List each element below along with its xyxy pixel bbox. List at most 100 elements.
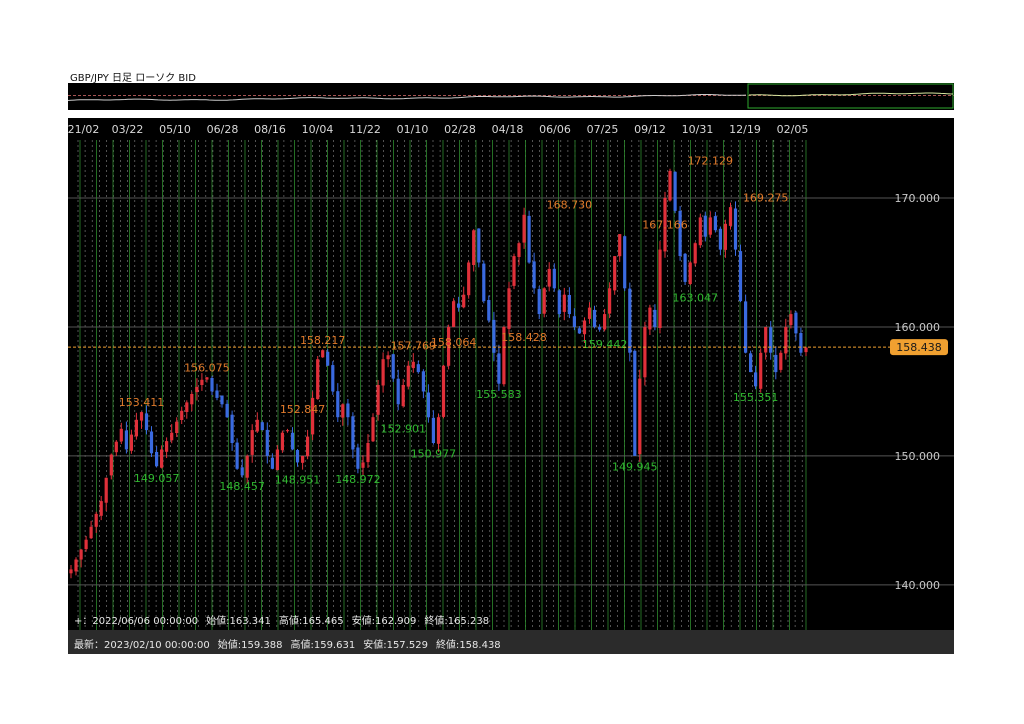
candle-body	[356, 447, 360, 469]
navigator-window-line	[748, 92, 954, 97]
low-price-label: 148.951	[275, 473, 321, 486]
candle-body	[285, 430, 290, 432]
candle-body	[789, 314, 793, 326]
candle-body	[124, 430, 128, 450]
candle-body	[386, 355, 390, 360]
candle-body	[567, 295, 571, 315]
candle-body	[577, 328, 581, 334]
candle-body	[673, 171, 677, 211]
candle-body	[769, 327, 773, 353]
candle-body	[401, 385, 405, 407]
high-price-label: 167.166	[642, 219, 688, 232]
candle-body	[326, 351, 330, 366]
candle-body	[220, 395, 224, 405]
candle-body	[89, 526, 93, 539]
high-price-label: 172.129	[688, 155, 734, 168]
candle-body	[441, 365, 446, 417]
candle-body	[301, 455, 305, 463]
hover-open-label: 始値:	[206, 616, 230, 627]
candle-body	[109, 454, 113, 476]
current-price-label: 158.438	[896, 341, 942, 354]
candle-body	[587, 307, 592, 319]
candle-body	[210, 378, 214, 392]
latest-high: 159.631	[313, 640, 356, 651]
candle-body	[144, 413, 149, 431]
candle-body	[723, 223, 727, 250]
candle-body	[195, 386, 199, 393]
candle-body	[306, 436, 310, 457]
candle-body	[653, 309, 657, 327]
hover-close: 165.238	[447, 616, 490, 627]
low-price-label: 149.945	[612, 461, 658, 474]
candle-body	[759, 352, 763, 389]
x-tick-label: 07/25	[587, 123, 619, 136]
candle-body	[487, 300, 491, 321]
low-price-label: 150.977	[411, 447, 457, 460]
candle-body	[170, 432, 174, 441]
candle-body	[255, 419, 259, 432]
latest-close-label: 終値:	[435, 640, 460, 651]
high-price-label: 158.217	[300, 334, 346, 347]
candle-body	[321, 350, 325, 358]
latest-open-label: 始値:	[217, 640, 242, 651]
candle-body	[134, 419, 138, 437]
candle-body	[311, 397, 315, 435]
navigator-overview[interactable]	[68, 83, 954, 110]
candle-body	[718, 228, 722, 250]
candle-body	[688, 262, 692, 284]
candle-body	[381, 359, 385, 386]
hover-close-label: 終値:	[424, 616, 448, 627]
x-tick-label: 10/31	[682, 123, 714, 136]
candle-body	[492, 319, 496, 353]
candle-body	[613, 256, 617, 291]
candle-body	[749, 353, 753, 373]
candle-body	[728, 207, 733, 226]
candle-body	[462, 294, 466, 308]
x-tick-label: 02/28	[444, 123, 476, 136]
x-tick-label: 02/05	[777, 123, 809, 136]
candle-body	[275, 449, 279, 470]
candle-body	[351, 416, 355, 450]
x-tick-label: 021/02	[68, 123, 99, 136]
candle-body	[517, 243, 521, 257]
candle-body	[618, 234, 622, 257]
high-price-label: 168.730	[547, 198, 593, 211]
navigator-svg[interactable]	[68, 83, 954, 110]
candle-body	[245, 455, 249, 478]
current-price-badge	[890, 339, 948, 356]
candle-body	[633, 350, 637, 456]
y-tick-label: 160.000	[895, 321, 941, 334]
candle-body	[472, 230, 476, 265]
candle-body	[497, 353, 501, 384]
chart-plot-area[interactable]: 140.000 150.000 160.000 170.000 021/02 03/22 0…	[68, 118, 954, 630]
candle-body	[698, 217, 702, 246]
candle-body	[240, 467, 244, 476]
high-price-label: 152.847	[280, 403, 326, 416]
candle-body	[155, 452, 159, 467]
low-price-label: 155.583	[476, 388, 521, 401]
candle-body	[608, 288, 612, 314]
low-price-label: 148.457	[219, 480, 265, 493]
candlestick-chart[interactable]: 140.000 150.000 160.000 170.000 021/02 03/22 0…	[68, 118, 954, 654]
hover-high: 165.465	[302, 616, 344, 627]
candle-body	[371, 417, 375, 442]
x-tick-label: 04/18	[492, 123, 524, 136]
high-price-label: 157.769	[391, 340, 437, 353]
low-price-label: 148.972	[335, 473, 381, 486]
low-price-label: 163.047	[672, 292, 718, 305]
x-tick-label: 06/28	[207, 123, 239, 136]
candle-body	[421, 371, 425, 392]
candle-body	[603, 314, 607, 330]
candle-body	[295, 450, 300, 463]
candle-body	[139, 412, 144, 421]
candle-body	[265, 429, 269, 456]
candle-body	[104, 477, 108, 503]
candle-body	[482, 263, 486, 302]
candle-body	[527, 215, 531, 263]
x-tick-label: 09/12	[634, 123, 666, 136]
candle-body	[129, 434, 133, 451]
candle-body	[225, 403, 229, 418]
candle-body	[754, 372, 758, 387]
hover-open: 163.341	[229, 616, 271, 627]
chart-title: GBP/JPY 日足 ローソク BID	[70, 73, 196, 84]
